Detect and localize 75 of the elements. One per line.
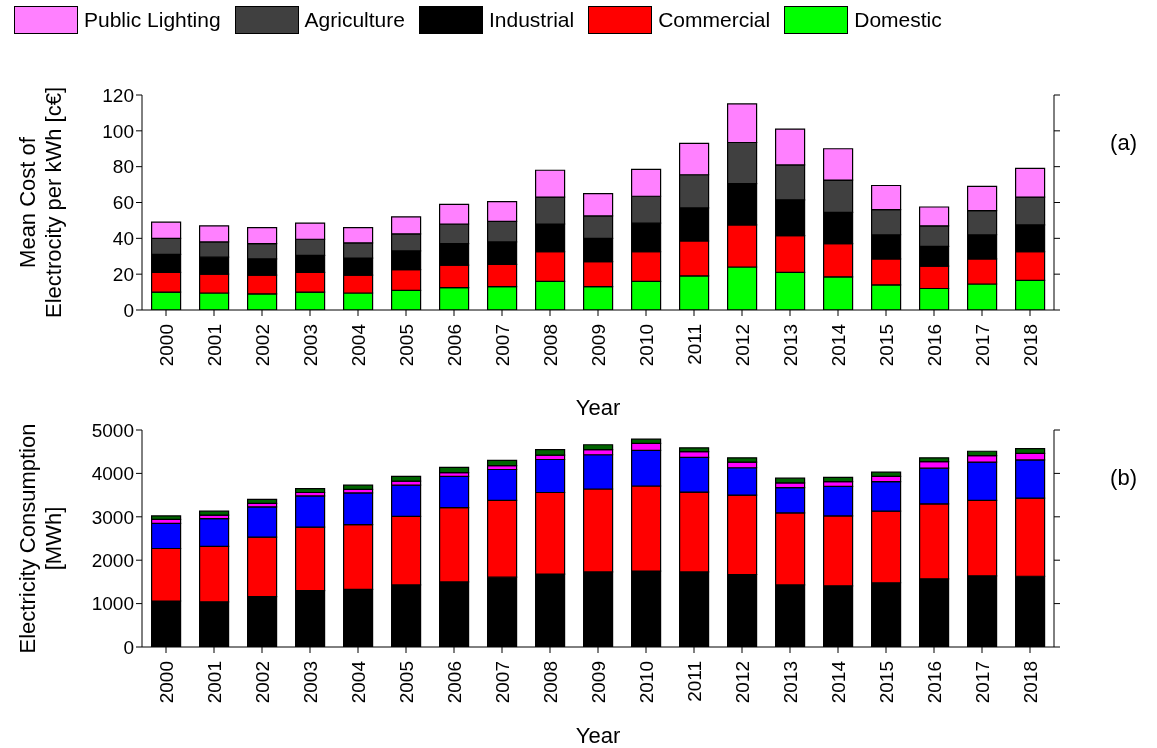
y-axis-title: Electricity Consumption [MWh] (15, 423, 66, 654)
x-tick-label: 2000 (155, 324, 177, 367)
y-tick-label: 5000 (91, 419, 134, 441)
x-tick-label: 2015 (875, 661, 897, 704)
y-tick-label: 1000 (91, 593, 134, 615)
text: (b) (1110, 465, 1137, 491)
x-tick-label: 2017 (971, 324, 993, 367)
x-tick-label: 2011 (683, 661, 705, 702)
x-tick-label: 2012 (731, 661, 753, 704)
x-tick-label: 2013 (779, 661, 801, 704)
y-tick-label: 80 (112, 156, 134, 178)
x-tick-label: 2008 (539, 324, 561, 367)
x-tick-label: 2005 (395, 324, 417, 367)
x-tick-label: 2018 (1019, 324, 1041, 367)
x-tick-label: 2018 (1019, 661, 1041, 704)
x-tick-label: 2017 (971, 661, 993, 704)
bar (823, 476, 854, 483)
legend-label: Public Lighting (84, 8, 221, 32)
x-tick-label: 2014 (827, 323, 849, 367)
x-tick-label: 2001 (203, 661, 225, 704)
x-tick-label: 2005 (395, 661, 417, 704)
bar (535, 448, 566, 456)
y-tick-label: 60 (112, 192, 134, 214)
bar (775, 477, 806, 484)
x-tick-label: 2001 (203, 324, 225, 367)
y-tick-label: 2000 (91, 549, 134, 571)
text: (a) (1110, 130, 1137, 156)
x-tick-label: 2007 (491, 661, 513, 704)
x-tick-label: 2012 (731, 324, 753, 367)
x-tick-label: 2014 (827, 660, 849, 704)
bar (583, 444, 614, 451)
x-tick-label: 2008 (539, 661, 561, 704)
x-tick-label: 2013 (779, 324, 801, 367)
y-axis-title: Mean Cost of Electrocity per kWh [c€] (15, 86, 66, 319)
x-tick-label: 2003 (299, 324, 321, 367)
x-tick-label: 2006 (443, 661, 465, 704)
legend-label: Domestic (854, 8, 942, 32)
x-axis-title: Year (575, 395, 621, 420)
bar (439, 466, 470, 474)
x-tick-label: 2004 (347, 323, 369, 367)
x-tick-label: 2006 (443, 324, 465, 367)
x-tick-label: 2016 (923, 324, 945, 367)
x-tick-label: 2000 (155, 661, 177, 704)
legend-label: Agriculture (304, 8, 405, 32)
bar (871, 471, 902, 478)
x-tick-label: 2002 (251, 661, 273, 704)
bar (343, 484, 374, 491)
bar (295, 487, 326, 494)
y-tick-label: 0 (123, 299, 134, 321)
bar (487, 459, 518, 467)
bar (199, 510, 230, 516)
y-tick-label: 0 (123, 636, 134, 658)
legend-label: Industrial (488, 8, 575, 32)
x-axis-title: Year (575, 723, 621, 748)
x-tick-label: 2003 (299, 661, 321, 704)
y-tick-label: 4000 (91, 463, 134, 485)
y-tick-label: 40 (112, 228, 134, 250)
y-tick-label: 120 (102, 84, 134, 106)
bar (391, 475, 422, 482)
x-tick-label: 2009 (587, 661, 609, 704)
x-tick-label: 2010 (635, 661, 657, 704)
y-tick-label: 20 (112, 263, 134, 285)
x-tick-label: 2011 (683, 324, 705, 365)
y-tick-label: 100 (102, 120, 134, 142)
bar (247, 498, 278, 504)
x-tick-label: 2004 (347, 660, 369, 704)
bar (151, 515, 182, 520)
x-tick-label: 2015 (875, 324, 897, 367)
x-tick-label: 2010 (635, 324, 657, 367)
y-tick-label: 3000 (91, 506, 134, 528)
x-tick-label: 2002 (251, 324, 273, 367)
x-tick-label: 2007 (491, 324, 513, 367)
x-tick-label: 2009 (587, 324, 609, 367)
x-tick-label: 2016 (923, 661, 945, 704)
legend-label: Commercial (658, 8, 771, 32)
